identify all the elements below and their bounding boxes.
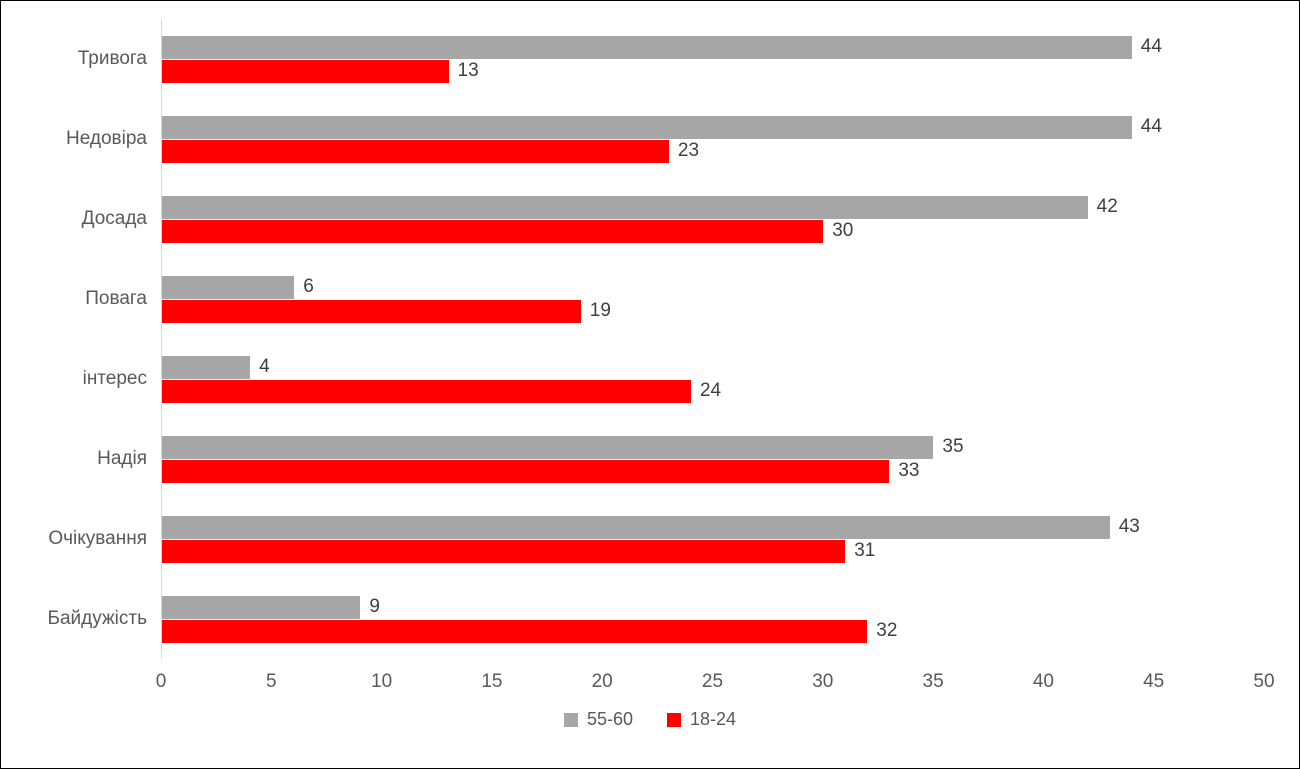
bar-series-55-60 bbox=[162, 115, 1132, 139]
data-label: 13 bbox=[457, 60, 479, 81]
category-row: інтерес 4 24 bbox=[1, 339, 1299, 419]
data-label: 30 bbox=[832, 220, 854, 241]
category-label: Очікування bbox=[48, 528, 147, 549]
data-label: 32 bbox=[876, 620, 898, 641]
category-row: Надія 35 33 bbox=[1, 419, 1299, 499]
data-label: 43 bbox=[1118, 516, 1140, 537]
bar-line: 42 bbox=[162, 195, 1264, 219]
bar-series-18-24 bbox=[162, 299, 581, 323]
category-label: Надія bbox=[97, 448, 147, 469]
bar-line: 4 bbox=[162, 355, 1264, 379]
legend-swatch-icon bbox=[667, 712, 681, 727]
bar-series-18-24 bbox=[162, 539, 846, 563]
category-row: Тривога 44 13 bbox=[1, 19, 1299, 99]
bar-line: 32 bbox=[162, 619, 1264, 643]
data-label: 44 bbox=[1140, 116, 1162, 137]
legend-item-55-60: 55-60 bbox=[563, 709, 633, 730]
bar-series-18-24 bbox=[162, 139, 669, 163]
bar-series-18-24 bbox=[162, 59, 449, 83]
bar-line: 19 bbox=[162, 299, 1264, 323]
data-label: 35 bbox=[942, 436, 964, 457]
data-label: 19 bbox=[589, 300, 611, 321]
bar-group: 9 32 bbox=[161, 579, 1264, 659]
category-label: Досада bbox=[81, 208, 147, 229]
x-tick-label: 40 bbox=[1032, 671, 1054, 692]
data-label: 44 bbox=[1140, 36, 1162, 57]
bar-series-55-60 bbox=[162, 515, 1110, 539]
bar-series-18-24 bbox=[162, 219, 824, 243]
bar-group: 44 23 bbox=[161, 99, 1264, 179]
category-label: Недовіра bbox=[66, 128, 147, 149]
x-tick-label: 0 bbox=[155, 671, 167, 692]
x-axis: 0 5 10 15 20 25 30 35 40 45 50 bbox=[156, 659, 1275, 695]
data-label: 23 bbox=[677, 140, 700, 161]
legend-label: 55-60 bbox=[586, 709, 633, 729]
data-label: 6 bbox=[303, 276, 314, 297]
bar-series-55-60 bbox=[162, 355, 251, 379]
bar-line: 24 bbox=[162, 379, 1264, 403]
bar-line: 33 bbox=[162, 459, 1264, 483]
data-label: 42 bbox=[1096, 196, 1118, 217]
bar-line: 35 bbox=[162, 435, 1264, 459]
bar-line: 31 bbox=[162, 539, 1264, 563]
bar-group: 44 13 bbox=[161, 19, 1264, 99]
x-tick-label: 50 bbox=[1253, 671, 1275, 692]
legend-swatch-icon bbox=[563, 712, 578, 727]
category-label: Тривога bbox=[77, 48, 147, 69]
category-row: Байдужість 9 32 bbox=[1, 579, 1299, 659]
bar-line: 6 bbox=[162, 275, 1264, 299]
x-tick-label: 45 bbox=[1143, 671, 1165, 692]
bar-series-18-24 bbox=[162, 379, 691, 403]
data-label: 24 bbox=[699, 380, 722, 401]
bar-group: 43 31 bbox=[161, 499, 1264, 579]
data-label: 4 bbox=[259, 356, 270, 377]
bar-group: 42 30 bbox=[161, 179, 1264, 259]
bar-line: 23 bbox=[162, 139, 1264, 163]
x-tick-label: 15 bbox=[481, 671, 503, 692]
legend: 55-60 18-24 bbox=[1, 709, 1299, 730]
bar-line: 30 bbox=[162, 219, 1264, 243]
x-tick-label: 30 bbox=[812, 671, 834, 692]
data-label: 31 bbox=[854, 540, 876, 561]
bar-line: 44 bbox=[162, 115, 1264, 139]
legend-label: 18-24 bbox=[690, 709, 737, 729]
bar-line: 43 bbox=[162, 515, 1264, 539]
category-row: Досада 42 30 bbox=[1, 179, 1299, 259]
legend-item-18-24: 18-24 bbox=[667, 709, 736, 730]
x-tick-label: 35 bbox=[922, 671, 944, 692]
bar-line: 9 bbox=[162, 595, 1264, 619]
bar-line: 44 bbox=[162, 35, 1264, 59]
data-label: 9 bbox=[369, 596, 380, 617]
x-tick-label: 25 bbox=[701, 671, 724, 692]
category-label: Повага bbox=[85, 288, 147, 309]
plot-area: Тривога 44 13 Недовіра 44 23 Досада 42 30 Повага 6… bbox=[1, 19, 1299, 659]
bar-series-55-60 bbox=[162, 435, 934, 459]
x-tick-label: 10 bbox=[371, 671, 393, 692]
category-label: інтерес bbox=[82, 368, 147, 389]
bar-group: 4 24 bbox=[161, 339, 1264, 419]
category-row: Повага 6 19 bbox=[1, 259, 1299, 339]
bar-series-18-24 bbox=[162, 459, 890, 483]
category-row: Недовіра 44 23 bbox=[1, 99, 1299, 179]
data-label: 33 bbox=[898, 460, 920, 481]
bar-group: 35 33 bbox=[161, 419, 1264, 499]
bar-series-18-24 bbox=[162, 619, 868, 643]
x-tick-label: 5 bbox=[266, 671, 277, 692]
category-row: Очікування 43 31 bbox=[1, 499, 1299, 579]
bar-series-55-60 bbox=[162, 595, 361, 619]
category-label: Байдужість bbox=[47, 608, 147, 629]
x-tick-label: 20 bbox=[591, 671, 613, 692]
bar-line: 13 bbox=[162, 59, 1264, 83]
bar-series-55-60 bbox=[162, 35, 1132, 59]
bar-series-55-60 bbox=[162, 275, 295, 299]
bar-series-55-60 bbox=[162, 195, 1088, 219]
bar-group: 6 19 bbox=[161, 259, 1264, 339]
